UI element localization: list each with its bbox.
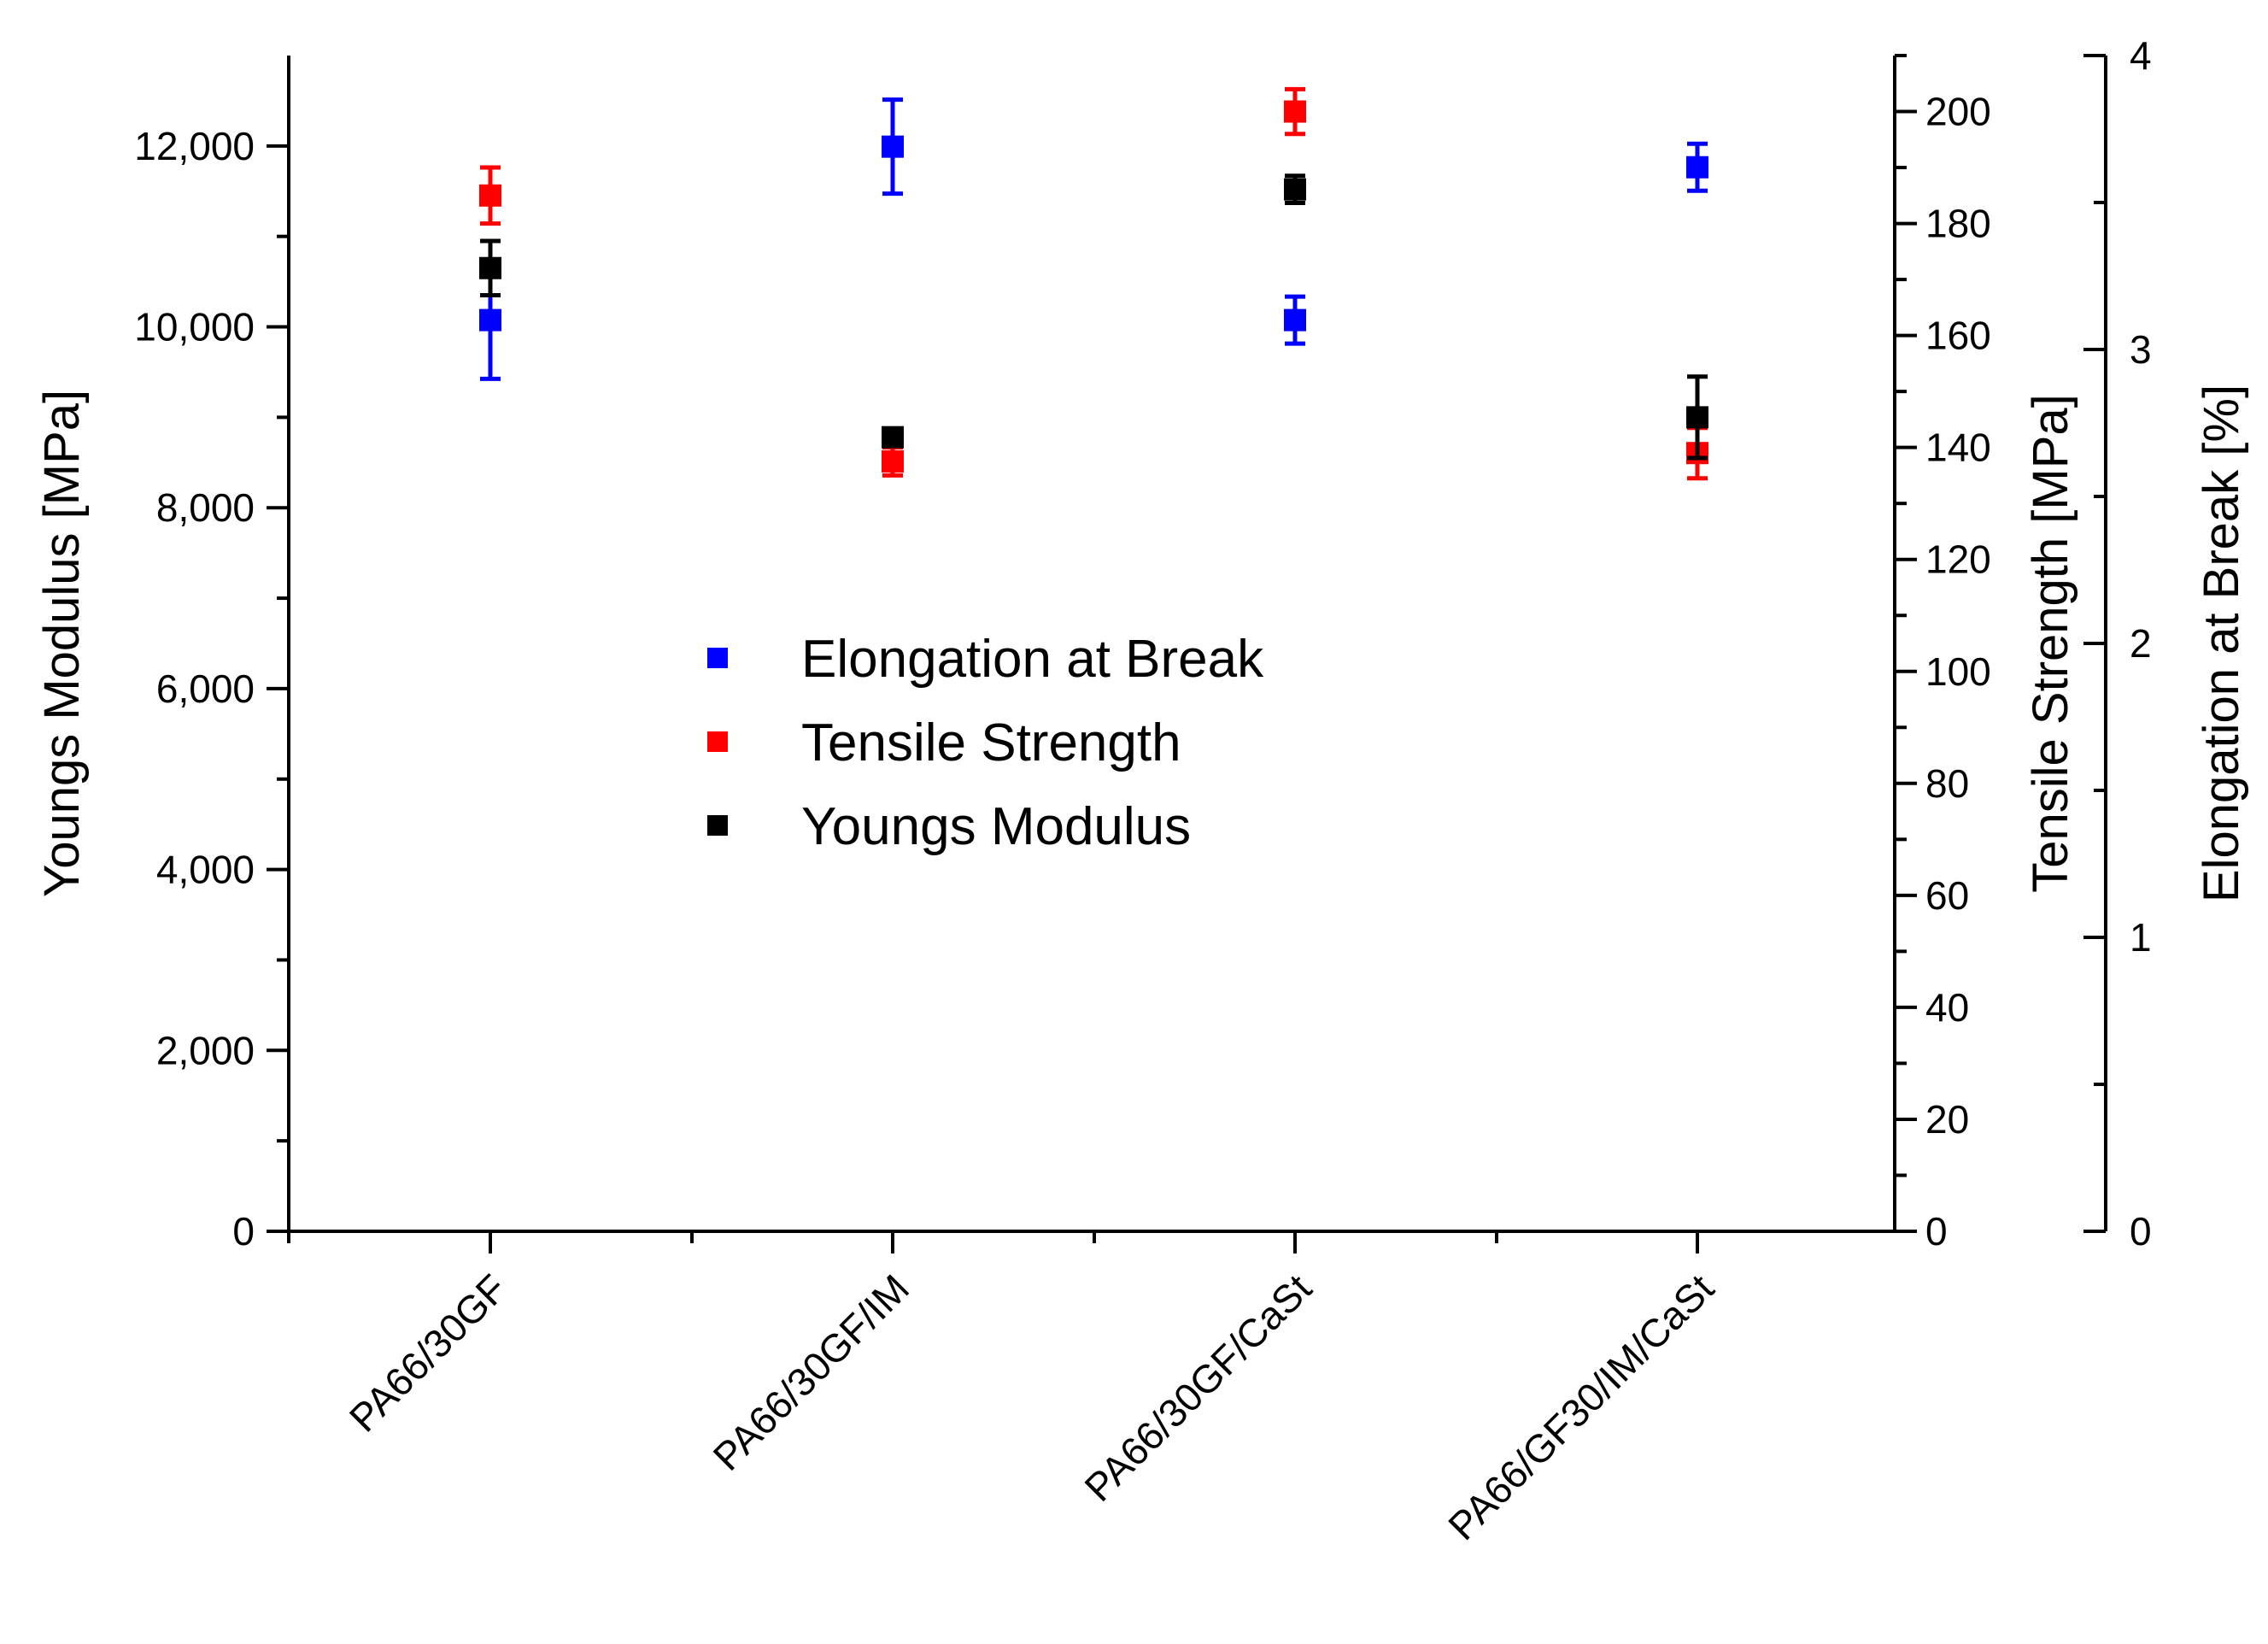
data-point (1686, 156, 1708, 179)
x-tick-label: PA66/30GF (341, 1265, 515, 1440)
legend-marker (707, 648, 728, 668)
left-tick-label: 12,000 (134, 124, 255, 168)
x-tick-label: PA66/30GF/IM (705, 1265, 917, 1478)
legend-marker (707, 731, 728, 752)
data-point (882, 426, 904, 449)
right-inner-tick-label: 60 (1925, 873, 1969, 918)
data-point (1284, 308, 1306, 332)
right-inner-tick-label: 200 (1925, 90, 1991, 134)
data-point (1686, 406, 1708, 429)
left-tick-label: 4,000 (156, 848, 255, 892)
left-axis-title: Youngs Modulus [MPa] (34, 390, 90, 897)
data-point (1284, 178, 1306, 201)
left-tick-label: 0 (232, 1209, 255, 1254)
right-outer-tick-label: 2 (2130, 621, 2152, 666)
data-point (1284, 100, 1306, 123)
right-inner-tick-label: 20 (1925, 1097, 1969, 1142)
left-tick-label: 10,000 (134, 305, 255, 349)
data-point (882, 450, 904, 473)
left-tick-label: 6,000 (156, 666, 255, 711)
legend-label: Youngs Modulus (801, 797, 1191, 856)
left-tick-label: 8,000 (156, 485, 255, 530)
data-point (479, 184, 501, 207)
data-point (479, 256, 501, 279)
x-tick-label: PA66/GF30/IM/CaSt (1439, 1265, 1722, 1548)
data-point (479, 308, 501, 332)
right-inner-tick-label: 0 (1925, 1209, 1948, 1254)
right-inner-tick-label: 120 (1925, 537, 1991, 582)
data-point (882, 135, 904, 158)
right-inner-axis-title: Tensile Strength [MPa] (2023, 394, 2078, 893)
x-tick-label: PA66/30GF/CaSt (1075, 1265, 1320, 1510)
right-inner-tick-label: 100 (1925, 649, 1991, 694)
right-outer-axis-title: Elongation at Break [%] (2194, 385, 2249, 902)
legend-marker (707, 815, 728, 836)
right-inner-tick-label: 180 (1925, 202, 1991, 246)
right-inner-tick-label: 80 (1925, 761, 1969, 806)
right-outer-tick-label: 0 (2130, 1209, 2152, 1254)
legend-label: Tensile Strength (801, 713, 1181, 772)
right-outer-tick-label: 4 (2130, 33, 2152, 78)
right-inner-tick-label: 40 (1925, 985, 1969, 1030)
right-inner-tick-label: 140 (1925, 426, 1991, 470)
legend-label: Elongation at Break (801, 630, 1264, 689)
right-outer-tick-label: 3 (2130, 327, 2152, 372)
right-outer-tick-label: 1 (2130, 915, 2152, 960)
right-inner-tick-label: 160 (1925, 314, 1991, 358)
left-tick-label: 2,000 (156, 1028, 255, 1072)
